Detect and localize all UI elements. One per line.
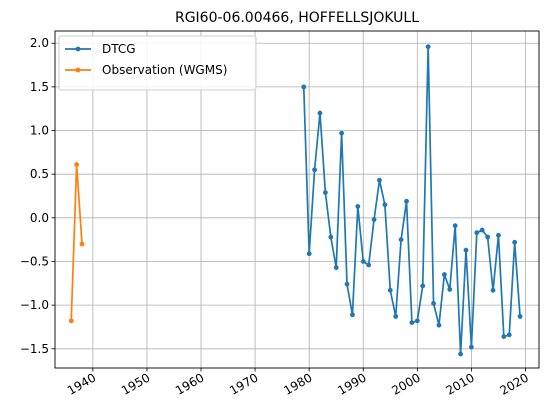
y-tick-label: −0.5 xyxy=(20,254,49,268)
data-point xyxy=(74,162,80,167)
data-point xyxy=(409,320,415,326)
data-point xyxy=(441,272,447,277)
series-layer xyxy=(68,44,523,357)
data-point xyxy=(485,234,491,240)
data-point xyxy=(306,251,312,257)
series-line xyxy=(302,45,521,355)
data-point xyxy=(404,198,409,204)
x-tick-label: 2020 xyxy=(498,370,531,397)
data-point xyxy=(474,230,480,236)
x-tick-label: 1990 xyxy=(335,370,368,397)
data-point xyxy=(328,234,334,240)
data-point xyxy=(350,312,355,318)
y-tick-label: 1.5 xyxy=(30,80,49,94)
legend-label: Observation (WGMS) xyxy=(102,63,227,77)
data-point xyxy=(479,227,485,233)
data-point xyxy=(496,232,501,238)
series-dtcg xyxy=(301,44,523,357)
y-tick-label: 0.0 xyxy=(30,211,49,225)
legend-box xyxy=(58,35,257,91)
data-point xyxy=(431,300,436,306)
plot-frame xyxy=(54,30,540,369)
y-tick-label: −1.5 xyxy=(20,342,49,356)
x-tick-label: 1940 xyxy=(65,370,98,397)
legend-entry: DTCG xyxy=(65,42,136,56)
data-point xyxy=(333,265,339,270)
data-point xyxy=(387,287,393,293)
y-tick-label: 1.0 xyxy=(30,124,49,138)
legend-label: DTCG xyxy=(102,42,136,56)
data-point xyxy=(344,281,350,287)
data-point xyxy=(79,241,85,247)
legend-marker xyxy=(75,67,81,73)
data-point xyxy=(463,247,469,253)
data-point xyxy=(366,262,372,268)
legend-marker xyxy=(75,46,81,52)
data-point xyxy=(398,237,404,243)
data-point xyxy=(317,110,323,116)
data-point xyxy=(371,217,377,222)
y-tick-label: 2.0 xyxy=(30,36,49,50)
y-axis: −1.5 −1.0 −0.5 0.0 0.5 1.0 1.5 2.0 xyxy=(20,36,55,356)
data-point xyxy=(355,204,361,209)
x-axis: 1940 1950 1960 1970 1980 1990 2000 2010 2020 xyxy=(65,368,531,398)
data-point xyxy=(469,344,474,350)
data-point xyxy=(393,314,399,319)
data-point xyxy=(436,322,442,328)
grid xyxy=(55,31,539,368)
legend: DTCG Observation (WGMS) xyxy=(58,35,257,91)
data-point xyxy=(301,84,307,90)
data-point xyxy=(312,167,317,173)
data-point xyxy=(360,259,366,264)
data-point xyxy=(517,314,523,319)
data-point xyxy=(322,190,328,195)
data-point xyxy=(68,318,74,324)
y-tick-label: 0.5 xyxy=(30,167,49,181)
x-tick-label: 2000 xyxy=(389,370,422,397)
data-point xyxy=(458,351,463,357)
data-point xyxy=(420,283,426,289)
x-tick-label: 2010 xyxy=(443,370,476,397)
legend-entry: Observation (WGMS) xyxy=(65,63,227,77)
series-observation-wgms xyxy=(68,162,85,324)
data-point xyxy=(339,130,345,136)
x-tick-label: 1950 xyxy=(119,370,152,397)
data-point xyxy=(452,223,458,229)
x-tick-label: 1980 xyxy=(281,370,314,397)
data-point xyxy=(501,334,507,339)
x-tick-label: 1960 xyxy=(173,370,206,397)
data-point xyxy=(447,287,453,292)
y-tick-label: −1.0 xyxy=(20,298,49,312)
data-point xyxy=(506,332,512,338)
data-point xyxy=(414,318,420,324)
data-point xyxy=(377,177,382,183)
data-point xyxy=(425,44,431,50)
data-point xyxy=(490,287,496,293)
chart-title: RGI60-06.00466, HOFFELLSJOKULL xyxy=(175,10,419,26)
data-point xyxy=(382,202,388,208)
data-point xyxy=(512,239,518,245)
x-tick-label: 1970 xyxy=(227,370,260,397)
